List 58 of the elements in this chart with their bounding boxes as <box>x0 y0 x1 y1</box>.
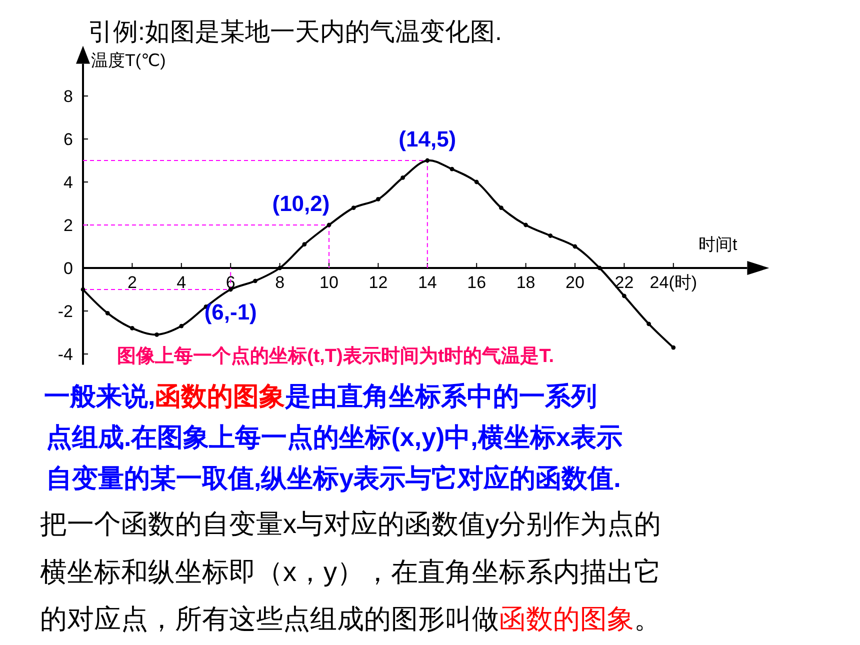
x-tick-label: 2 <box>127 273 137 292</box>
x-tick-label: 6 <box>226 273 236 292</box>
point <box>105 310 110 316</box>
x-tick-label: 20 <box>566 273 584 292</box>
x-tick-label: 24(时) <box>650 273 698 292</box>
point <box>130 326 134 330</box>
chart-title: 引例:如图是某地一天内的气温变化图. <box>88 18 502 46</box>
annotation: (14,5) <box>398 126 456 152</box>
point <box>351 206 356 210</box>
point <box>548 234 553 238</box>
point <box>302 242 307 247</box>
y-axis-title: 温度T(℃) <box>91 50 166 70</box>
point <box>80 287 86 292</box>
point <box>671 345 676 350</box>
x-tick-label: 12 <box>368 273 388 292</box>
point <box>450 166 454 172</box>
x-tick-label: 10 <box>320 273 338 292</box>
point <box>572 244 578 249</box>
point <box>376 197 380 202</box>
point <box>622 294 626 298</box>
point <box>474 180 479 184</box>
x-tick-label: 8 <box>275 273 285 292</box>
y-tick-label: 6 <box>64 130 73 149</box>
text: 把一个函数的自变量x与对应的函数值y分别作为点的 <box>40 509 661 539</box>
x-tick-label: 4 <box>176 273 186 292</box>
point <box>154 332 159 337</box>
y-tick-label: 2 <box>64 216 73 235</box>
y-tick-label: -4 <box>58 345 73 364</box>
annotation: (6,-1) <box>204 300 257 324</box>
point <box>597 266 602 270</box>
y-tick-label: -2 <box>58 302 73 321</box>
text: 自变量的某一取值,纵坐标y表示与它对应的函数值. <box>46 463 621 493</box>
annotation: (10,2) <box>272 191 330 216</box>
text: 。 <box>634 604 661 634</box>
point <box>400 176 405 180</box>
point <box>179 324 184 328</box>
text: 函数的图象 <box>155 381 286 411</box>
point <box>253 278 258 284</box>
point <box>646 322 651 326</box>
text: 函数的图象 <box>499 604 634 634</box>
x-tick-label: 16 <box>467 273 486 292</box>
y-tick-label: 8 <box>64 87 73 106</box>
text: 横坐标和纵坐标即（x，y），在直角坐标系内描出它 <box>40 557 661 587</box>
point <box>499 206 504 210</box>
annotation: 图像上每一个点的坐标(t,T)表示时间为t时的气温是T. <box>117 345 554 367</box>
text: 的对应点，所有这些点组成的图形叫做 <box>40 604 499 634</box>
point <box>524 222 528 228</box>
x-axis-title: 时间t <box>698 235 738 254</box>
text: 点组成.在图象上每一点的坐标(x,y)中,横坐标x表示 <box>46 422 622 452</box>
y-tick-label: 0 <box>64 259 73 278</box>
text: 是由直角坐标系中的一系列 <box>284 381 598 411</box>
y-tick-label: 4 <box>64 173 73 192</box>
x-tick-label: 18 <box>516 273 536 292</box>
x-tick-label: 14 <box>418 273 437 292</box>
point <box>425 158 430 163</box>
point <box>278 266 282 270</box>
point <box>326 222 332 228</box>
text: 一般来说, <box>44 381 156 411</box>
